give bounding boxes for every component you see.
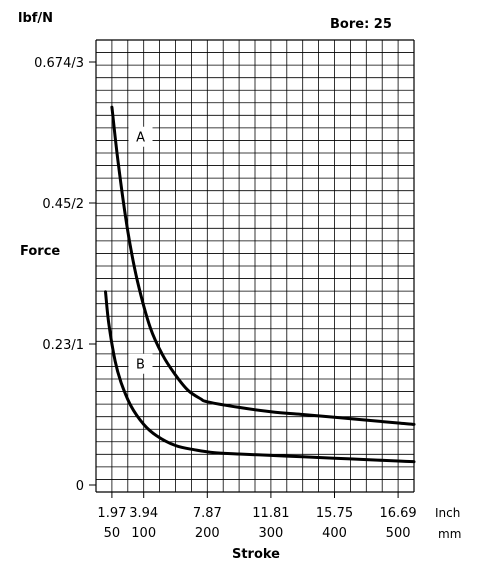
x-unit-inch-label: Inch [435,506,460,520]
y-tick-label: 0 [76,479,84,494]
bore-label: Bore: 25 [330,17,392,32]
series-label-box [128,353,153,374]
series-labels: AB [128,126,153,374]
series-line-b [104,290,416,464]
chart-grid [95,39,415,493]
y-tick-label: 0.674/3 [34,56,84,71]
x-axis-title: Stroke [232,547,280,562]
x-tick-label-mm: 300 [258,526,283,541]
y-axis-ticks: 0 0.23/1 0.45/2 0.674/3 [34,56,96,494]
y-unit-label: lbf/N [18,11,53,26]
series-label-b: B [136,358,145,373]
x-tick-label-mm: 100 [131,526,156,541]
x-tick-label-mm: 500 [386,526,411,541]
series-label-box [128,126,153,147]
x-axis-ticks: 1.97 50 3.94 100 7.87 200 11.81 300 15.75 400 16.6… [97,492,417,541]
x-tick-label-inch: 7.87 [193,506,222,521]
x-tick-label-mm: 50 [104,526,121,541]
x-tick-label-inch: 11.81 [252,506,289,521]
y-tick-label: 0.23/1 [42,338,84,353]
y-tick-label: 0.45/2 [42,197,84,212]
series-layer [104,105,416,464]
series-line-a [110,105,416,426]
x-tick-label-inch: 3.94 [129,506,158,521]
x-tick-label-inch: 16.69 [379,506,416,521]
x-tick-label-mm: 200 [195,526,220,541]
x-tick-label-inch: 1.97 [97,506,126,521]
x-unit-mm-label: mm [438,527,461,541]
x-tick-label-inch: 15.75 [316,506,353,521]
series-label-a: A [136,131,145,146]
y-axis-title: Force [20,244,60,259]
x-tick-label-mm: 400 [322,526,347,541]
